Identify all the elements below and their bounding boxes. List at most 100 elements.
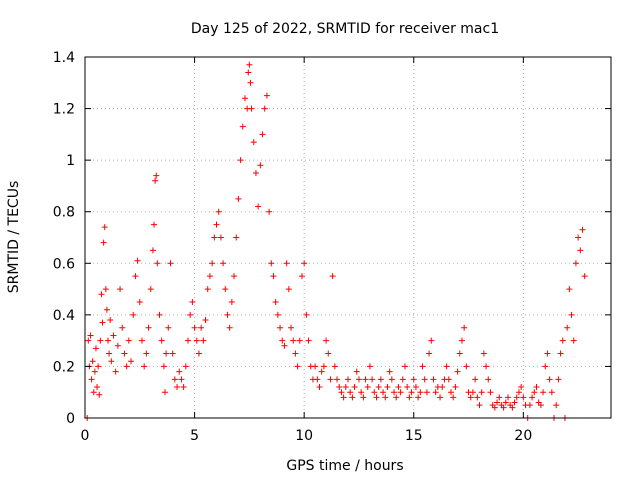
data-point: [369, 376, 376, 383]
data-point: [121, 350, 128, 357]
data-point: [290, 337, 297, 344]
data-point: [419, 363, 426, 370]
data-point: [432, 389, 439, 396]
y-tick-label: 1: [66, 153, 75, 169]
data-point: [399, 376, 406, 383]
x-tick-label: 10: [295, 428, 313, 444]
data-point: [246, 61, 253, 68]
data-point: [200, 337, 207, 344]
data-point: [261, 105, 268, 112]
data-point: [502, 399, 509, 406]
data-point: [206, 273, 213, 280]
data-point: [226, 324, 233, 331]
data-point: [461, 324, 468, 331]
data-point: [531, 389, 538, 396]
data-point: [147, 286, 154, 293]
data-point: [520, 394, 527, 401]
data-point: [178, 376, 185, 383]
data-point: [485, 376, 492, 383]
data-point: [89, 358, 96, 365]
data-point: [474, 394, 481, 401]
data-point: [386, 368, 393, 375]
data-point: [128, 358, 135, 365]
data-point: [345, 376, 351, 383]
data-point: [312, 363, 319, 370]
data-point: [231, 273, 238, 280]
data-point: [408, 389, 415, 396]
data-point: [141, 363, 148, 370]
data-point: [366, 363, 373, 370]
data-point: [382, 394, 389, 401]
data-point: [342, 384, 349, 391]
data-point: [257, 162, 264, 169]
data-point: [401, 363, 408, 370]
x-tick-label: 0: [81, 428, 90, 444]
data-point: [504, 394, 511, 401]
data-point: [163, 350, 170, 357]
data-point: [160, 363, 167, 370]
data-point: [443, 363, 450, 370]
data-point: [191, 324, 198, 331]
x-axis-label: GPS time / hours: [286, 458, 403, 474]
data-point: [553, 402, 560, 409]
chart-title: Day 125 of 2022, SRMTID for receiver mac…: [191, 21, 499, 37]
data-point: [537, 402, 544, 409]
data-point: [92, 345, 99, 352]
data-point: [415, 394, 422, 401]
data-point: [298, 273, 305, 280]
data-point: [90, 389, 97, 396]
data-point: [355, 376, 362, 383]
data-point: [579, 226, 586, 233]
data-point: [250, 139, 257, 146]
data-point: [119, 324, 126, 331]
data-point: [255, 203, 262, 210]
data-point: [351, 384, 358, 391]
data-point: [439, 384, 446, 391]
data-point: [101, 224, 108, 231]
data-point: [548, 389, 555, 396]
data-point: [165, 324, 172, 331]
data-point: [395, 384, 402, 391]
data-point: [448, 389, 455, 396]
data-point: [301, 260, 308, 267]
data-point: [149, 247, 156, 254]
data-point: [107, 317, 114, 324]
data-point: [478, 389, 485, 396]
data-point: [279, 337, 286, 344]
data-point: [239, 123, 246, 130]
data-point: [480, 350, 487, 357]
axis-ticks: 0 0.2 0.4 0.6 0.8 1 1.2 1.4 0 5 10 15 20: [53, 50, 611, 444]
data-point: [412, 384, 419, 391]
data-point: [180, 384, 187, 391]
data-point: [85, 337, 92, 344]
data-point: [88, 376, 95, 383]
data-point: [384, 384, 391, 391]
data-point: [117, 286, 124, 293]
data-point: [559, 337, 566, 344]
data-point: [176, 368, 183, 375]
data-point: [198, 324, 205, 331]
data-point: [518, 384, 525, 391]
data-point: [476, 402, 483, 409]
data-point: [288, 324, 295, 331]
data-point: [266, 208, 273, 215]
data-point: [263, 92, 270, 99]
data-point: [189, 298, 196, 305]
data-point: [193, 337, 200, 344]
data-point: [171, 376, 178, 383]
data-point: [270, 273, 277, 280]
y-tick-label: 0: [66, 411, 75, 427]
x-tick-label: 15: [405, 428, 423, 444]
data-point: [452, 384, 459, 391]
data-point: [509, 404, 516, 411]
data-point: [235, 195, 242, 202]
data-point: [281, 342, 288, 349]
data-point: [500, 404, 507, 411]
data-point: [458, 337, 465, 344]
data-point: [114, 342, 121, 349]
data-point: [331, 363, 338, 370]
data-point: [224, 311, 231, 318]
data-point: [87, 332, 94, 339]
data-point: [358, 389, 365, 396]
data-point: [491, 404, 498, 411]
